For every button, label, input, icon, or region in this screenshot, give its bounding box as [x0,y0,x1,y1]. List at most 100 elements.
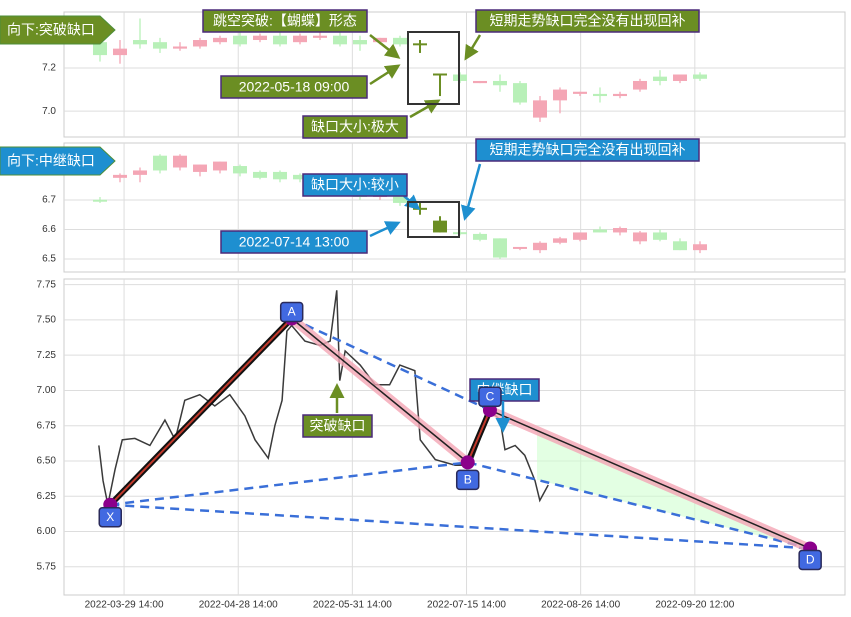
leg-line [291,317,469,463]
title-arrow [0,146,116,176]
candle-body [133,170,147,175]
label-box [475,138,700,162]
candle-body [533,100,547,118]
pattern-point [460,455,475,470]
y-tick-label: 6.75 [37,420,57,431]
candle-body [353,40,367,45]
candle-body [273,171,287,180]
candle-body [473,233,487,240]
y-tick-label: 6.7 [42,195,56,206]
candle-body [493,238,507,258]
label-text: 2022-05-18 09:00 [239,79,350,95]
candle-body [193,164,207,172]
panel-title: 向下:中继缺口 [7,153,95,169]
label-box [202,9,368,33]
candle-body [193,40,207,47]
candle-body [633,232,647,242]
x-tick-label: 2022-04-28 14:00 [199,600,278,611]
candle-body [693,244,707,251]
arrow [369,221,401,238]
point-label-box [798,549,822,571]
gap-box [407,31,460,105]
candle-body [613,93,627,97]
label-box [475,9,700,33]
candle-body [213,161,227,171]
y-tick-label: 7.00 [37,385,57,396]
y-tick-label: 6.6 [42,224,56,235]
label-text: 缺口大小:较小 [311,177,399,193]
leg-line [466,409,491,463]
label-text: 跳空突破:【蝴蝶】形态 [213,13,357,29]
candle-body [553,238,567,243]
label-text: 短期走势缺口完全没有出现回补 [490,13,686,29]
dashed-line [291,317,491,412]
y-tick-label: 7.50 [37,315,57,326]
arrows [329,34,511,433]
candle-body [673,74,687,81]
label-text: 短期走势缺口完全没有出现回补 [490,142,686,158]
candle-body [393,37,407,45]
leg-line [489,409,811,550]
candle-body [233,166,247,174]
panel [63,278,846,596]
candle-body [613,228,627,233]
candle-body [293,35,307,43]
candle-body [373,37,387,43]
candle-body [153,155,167,171]
candle-body [233,35,247,45]
candle-body [553,89,567,101]
point-label-box [455,469,480,491]
candle-body [633,80,647,90]
label-text: 2022-07-14 13:00 [239,234,350,250]
y-tick-label: 7.0 [42,106,56,117]
point-label: A [279,301,304,323]
candle-body [573,91,587,94]
point-label: D [798,549,822,571]
candle-body [513,83,527,103]
x-tick-label: 2022-05-31 14:00 [313,600,392,611]
label-box [302,414,373,438]
point-label-box [98,506,123,528]
candle-body [473,80,487,84]
candle-body [393,194,407,203]
point-label: X [98,506,123,528]
dashed-line [110,503,811,550]
candle-body [173,155,187,168]
point-label-text: X [106,510,114,524]
candle-body [493,80,507,86]
candle-body [653,232,667,240]
x-tick-label: 2022-08-26 14:00 [541,600,620,611]
point-label-box [279,301,304,323]
point-label: C [478,386,502,407]
candle-body [593,229,607,233]
point-label-text: D [806,553,815,567]
x-tick-label: 2022-03-29 14:00 [85,600,164,611]
candle-body [253,35,267,41]
leg-line [109,317,293,506]
candle-body [573,232,587,240]
candle-body [593,93,607,97]
label-box [302,115,408,139]
candle-body [293,174,307,180]
panel-title: 向下:突破缺口 [7,22,95,38]
candle-body [693,74,707,79]
candle-body [153,42,167,49]
candle-body [113,174,127,178]
candle-body [673,241,687,251]
candle-body [313,35,327,38]
y-tick-label: 7.75 [37,279,57,290]
y-tick-label: 7.2 [42,63,56,74]
x-tick-label: 2022-07-15 14:00 [427,600,506,611]
gap-box [407,201,460,238]
y-tick-label: 5.75 [37,561,57,572]
candle-body [93,42,107,56]
candle-body [173,46,187,49]
arrow [464,34,482,61]
y-tick-label: 6.5 [42,254,56,265]
point-label: B [455,469,480,491]
candle-body [333,35,347,45]
candle-body [653,76,667,81]
y-tick-label: 6.00 [37,526,57,537]
label-box [220,230,368,254]
